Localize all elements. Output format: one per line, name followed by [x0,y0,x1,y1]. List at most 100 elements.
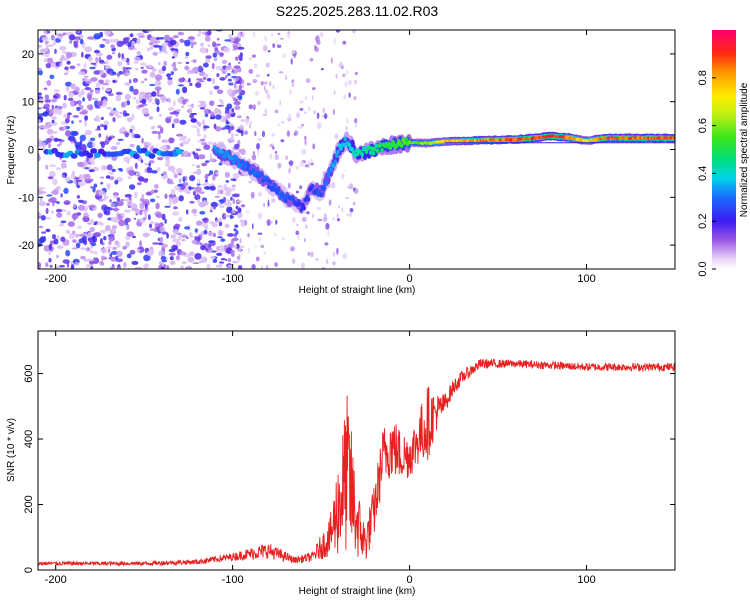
noise-speck [196,164,200,169]
noise-speck [216,37,220,41]
noise-speck [255,74,260,78]
ridge-segment [299,207,304,212]
noise-speck [299,185,303,190]
noise-speck [305,78,311,84]
noise-speck [263,202,265,207]
noise-speck [88,169,95,173]
noise-speck [227,264,233,268]
noise-speck [185,56,188,59]
noise-speck [70,100,75,107]
noise-speck [53,137,59,142]
noise-speck [129,143,135,148]
noise-speck [42,125,50,130]
noise-speck [237,94,243,101]
noise-speck [209,100,215,107]
noise-speck [227,72,231,77]
noise-speck [184,226,190,230]
noise-speck [253,63,258,69]
noise-speck [89,97,98,101]
noise-speck [93,232,102,238]
noise-speck [128,169,135,177]
noise-speck [200,107,205,110]
noise-speck [104,65,110,70]
noise-speck [43,103,51,109]
noise-speck [132,37,138,42]
noise-speck [191,125,198,128]
noise-speck [101,241,105,246]
noise-speck [281,237,285,241]
noise-speck [264,35,268,42]
noise-speck [176,133,183,137]
noise-speck [86,141,94,149]
noise-speck [63,125,67,131]
noise-speck [75,233,79,238]
noise-speck [165,265,170,269]
noise-speck [124,113,130,117]
signal-segment [86,152,94,159]
noise-speck [95,56,99,64]
noise-speck [45,217,52,220]
noise-speck [45,138,53,142]
noise-speck [39,236,46,243]
noise-speck [274,109,279,114]
noise-speck [143,254,151,262]
noise-speck [225,188,232,195]
noise-speck [233,100,241,106]
noise-speck [211,223,218,228]
noise-speck [251,154,257,161]
noise-speck [153,40,161,44]
noise-speck [95,81,101,89]
noise-speck [139,209,143,216]
noise-speck [129,79,132,84]
noise-speck [233,67,239,74]
noise-speck [117,60,123,67]
noise-speck [139,202,145,210]
noise-speck [266,219,271,227]
noise-speck [267,50,271,53]
noise-speck [241,85,245,88]
ridge-segment [367,145,372,150]
noise-speck [215,66,222,70]
noise-speck [136,182,142,186]
noise-speck [65,229,71,234]
noise-speck [59,141,63,146]
noise-speck [216,252,223,256]
noise-speck [199,242,203,246]
noise-speck [247,233,250,238]
noise-speck [215,126,222,132]
noise-speck [198,122,202,127]
noise-speck [149,83,156,87]
noise-speck [48,251,52,256]
noise-speck [168,137,175,144]
noise-speck [237,55,242,59]
noise-speck [49,170,56,178]
noise-speck [102,38,107,41]
noise-speck [58,224,64,227]
noise-speck [108,240,112,246]
noise-speck [124,217,131,223]
noise-speck [124,93,131,101]
noise-speck [345,126,349,131]
noise-speck [304,164,309,168]
noise-speck [185,209,189,215]
noise-speck [291,79,295,84]
noise-speck [316,122,322,129]
noise-speck [300,262,305,269]
noise-speck [121,53,125,60]
snr-frame [37,330,676,571]
noise-speck [182,86,188,94]
noise-speck [143,264,148,269]
noise-speck [218,162,223,166]
noise-speck [60,220,67,224]
noise-speck [169,39,177,46]
noise-speck [261,130,266,138]
noise-speck [216,73,220,78]
noise-speck [43,87,48,91]
noise-speck [230,250,236,253]
noise-speck [113,207,118,212]
noise-speck [274,232,277,237]
noise-speck [353,79,357,85]
noise-speck [166,232,169,239]
noise-speck [74,141,82,148]
noise-speck [204,160,210,163]
